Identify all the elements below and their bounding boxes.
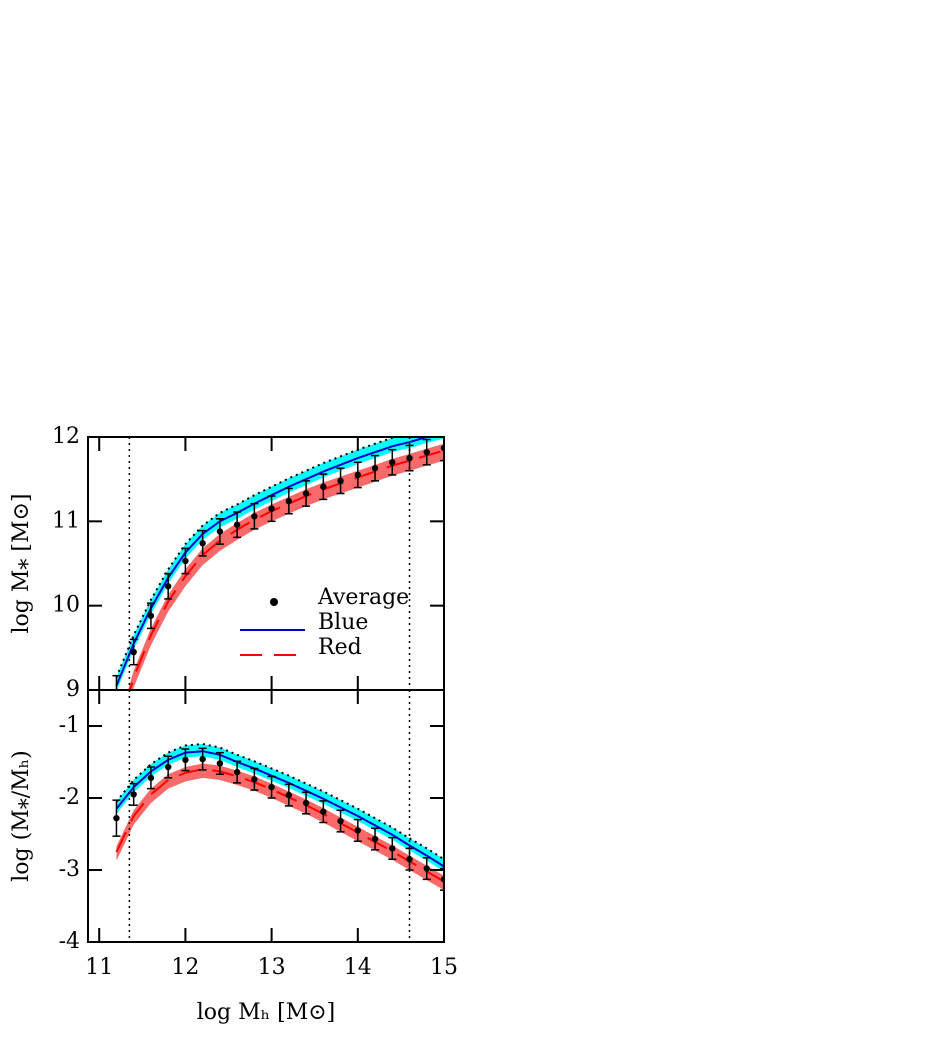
point: [268, 505, 275, 512]
point: [113, 814, 120, 822]
point: [423, 865, 430, 872]
point: [320, 483, 327, 490]
point: [251, 513, 258, 520]
x-tick-label: 12: [171, 955, 199, 980]
point: [337, 817, 344, 825]
point: [371, 835, 379, 843]
y-axis-label: log M⁎ [M⊙]: [9, 493, 34, 633]
point: [147, 774, 155, 782]
legend-label: Average: [317, 585, 409, 610]
y-tick-label: -1: [59, 713, 80, 738]
point: [233, 521, 241, 528]
point: [199, 755, 206, 763]
y-tick-label: -2: [59, 785, 80, 810]
point: [302, 799, 310, 807]
y-tick-label: 9: [66, 677, 80, 702]
band-edge: [115, 437, 400, 678]
legend-label: Red: [318, 635, 362, 660]
point: [251, 776, 258, 783]
x-axis-label: log Mₕ [M⊙]: [197, 1000, 336, 1025]
point: [182, 756, 189, 764]
axes-frame: [87, 689, 445, 943]
point: [233, 768, 241, 776]
point: [285, 497, 293, 505]
y-tick-label: -4: [59, 929, 80, 954]
legend-marker: [270, 598, 278, 606]
point: [216, 760, 224, 767]
point: [164, 583, 172, 590]
y-tick-label: 12: [52, 424, 80, 449]
point: [320, 808, 327, 815]
point: [354, 827, 362, 834]
y-axis-label: log (M⁎/Mₕ): [9, 750, 34, 882]
x-tick-label: 13: [258, 955, 286, 980]
point: [130, 791, 137, 798]
band-edge: [115, 742, 444, 861]
point: [371, 465, 379, 472]
x-tick-label: 14: [344, 955, 372, 980]
point: [354, 471, 362, 479]
point: [423, 448, 430, 456]
line: [115, 750, 444, 868]
band: [128, 443, 444, 690]
line: [115, 768, 444, 883]
point: [337, 477, 344, 485]
point: [130, 648, 137, 656]
line: [128, 449, 444, 690]
point: [268, 784, 275, 791]
y-tick-label: 11: [52, 508, 80, 533]
point: [216, 528, 224, 535]
legend-label: Blue: [318, 610, 368, 635]
x-tick-label: 15: [430, 955, 458, 980]
point: [389, 459, 396, 466]
x-tick-label: 11: [85, 955, 113, 980]
y-tick-label: -3: [59, 857, 80, 882]
point: [147, 612, 155, 619]
y-tick-label: 10: [52, 593, 80, 618]
point: [285, 791, 293, 799]
point: [164, 763, 172, 771]
point: [199, 540, 206, 547]
point: [113, 694, 119, 700]
point: [182, 557, 189, 565]
plot-area: [112, 742, 444, 891]
band: [116, 763, 444, 891]
band: [116, 437, 444, 690]
point: [389, 845, 396, 852]
plot-area: [112, 437, 444, 700]
point: [302, 490, 310, 497]
point: [406, 454, 413, 462]
